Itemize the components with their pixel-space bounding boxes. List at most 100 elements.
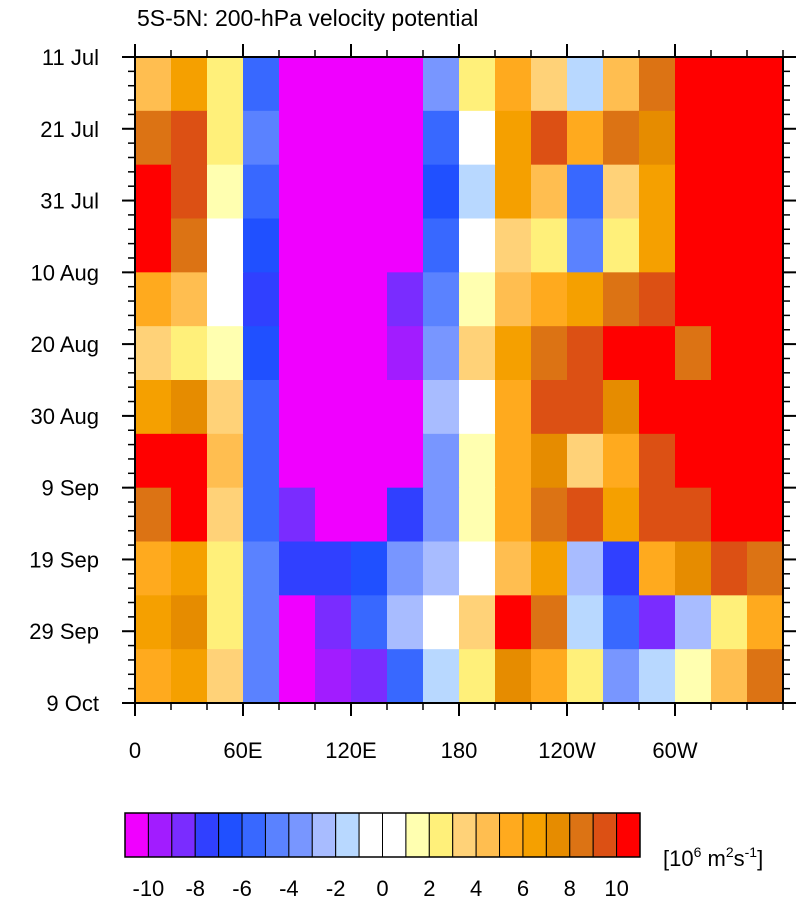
colorbar-box: [382, 812, 407, 858]
field-cell: [603, 380, 640, 435]
field-cell: [387, 326, 424, 381]
field-cell: [567, 326, 604, 381]
x-tick-label: 120E: [325, 738, 376, 763]
field-cell: [675, 380, 712, 435]
field-cell: [603, 326, 640, 381]
field-cell: [387, 218, 424, 273]
field-cell: [711, 595, 748, 650]
field-cell: [675, 595, 712, 650]
x-tick-label: 60E: [223, 738, 262, 763]
field-cell: [567, 164, 604, 220]
colorbar-box: [569, 812, 594, 858]
colorbar-box: [124, 812, 149, 858]
field-cell: [279, 272, 316, 327]
field-cell: [423, 110, 460, 166]
field-cell: [243, 541, 280, 596]
field-cell: [315, 164, 352, 220]
colorbar-label-part: s: [734, 846, 745, 871]
field-cell: [495, 272, 532, 327]
field-cell: [531, 649, 568, 703]
field-cell: [171, 57, 208, 112]
colorbar-frame: [124, 812, 641, 858]
field-cell: [711, 433, 748, 489]
field-cell: [711, 380, 748, 435]
y-tick-label: 10 Aug: [30, 260, 99, 285]
colorbar-label-sup: 6: [694, 844, 702, 860]
field-cell: [135, 487, 172, 543]
field-cell: [207, 164, 244, 220]
field-cell: [423, 218, 460, 273]
field-cell: [747, 380, 783, 435]
field-cell: [207, 326, 244, 381]
field-cell: [495, 433, 532, 489]
field-cell: [243, 218, 280, 273]
field-cell: [171, 218, 208, 273]
field-cell: [315, 487, 352, 543]
field-cell: [639, 487, 676, 543]
field-cell: [675, 487, 712, 543]
field-cell: [711, 272, 748, 327]
field-cell: [459, 649, 496, 703]
field-cell: [639, 164, 676, 220]
field-cell: [747, 326, 783, 381]
colorbar-box: [499, 812, 524, 858]
colorbar-box: [358, 812, 384, 858]
field-cell: [315, 272, 352, 327]
field-cell: [171, 110, 208, 166]
field-cell: [387, 649, 424, 703]
field-cell: [675, 326, 712, 381]
field-cell: [495, 326, 532, 381]
field-cell: [207, 487, 244, 543]
field-cell: [279, 649, 316, 703]
colorbar-label-part: ]: [757, 846, 763, 871]
field-cell: [243, 272, 280, 327]
colorbar-tick-label: 6: [517, 876, 529, 901]
field-cell: [639, 57, 676, 112]
field-cell: [747, 110, 783, 166]
field-cell: [243, 487, 280, 543]
field-cell: [459, 164, 496, 220]
field-cell: [531, 272, 568, 327]
y-tick-label: 9 Sep: [42, 476, 100, 501]
field-cell: [675, 218, 712, 273]
colorbar-tick-label: 2: [423, 876, 435, 901]
field-cell: [639, 218, 676, 273]
colorbar-tick-label: 10: [604, 876, 628, 901]
field-cell: [135, 110, 172, 166]
field-cell: [279, 595, 316, 650]
field-cell: [567, 57, 604, 112]
colorbar-box: [264, 812, 290, 858]
field-cell: [171, 380, 208, 435]
field-cell: [315, 541, 352, 596]
colorbar-box: [452, 812, 477, 858]
colorbar-label-sup: 2: [726, 844, 734, 860]
field-cell: [747, 487, 783, 543]
field-cell: [675, 57, 712, 112]
field-cell: [171, 272, 208, 327]
field-cell: [531, 595, 568, 650]
field-cell: [279, 57, 316, 112]
field-cell: [243, 57, 280, 112]
field-cell: [387, 110, 424, 166]
field-cell: [711, 57, 748, 112]
colorbar-label: [106 m2s-1]: [663, 844, 763, 871]
field-cell: [675, 110, 712, 166]
colorbar-tick-label: 0: [376, 876, 388, 901]
field-cell: [243, 164, 280, 220]
field-cell: [387, 380, 424, 435]
field-cell: [423, 433, 460, 489]
field-cell: [423, 541, 460, 596]
field-cell: [459, 380, 496, 435]
colorbar-box: [428, 812, 454, 858]
field-cell: [171, 433, 208, 489]
field-cell: [531, 487, 568, 543]
field-cell: [675, 433, 712, 489]
field-cell: [135, 595, 172, 650]
field-cell: [135, 218, 172, 273]
field-cell: [315, 433, 352, 489]
colorbar-box: [545, 812, 571, 858]
field-cell: [207, 595, 244, 650]
field-cell: [639, 595, 676, 650]
field-cell: [351, 326, 388, 381]
colorbar-label-sup: -1: [745, 844, 758, 860]
